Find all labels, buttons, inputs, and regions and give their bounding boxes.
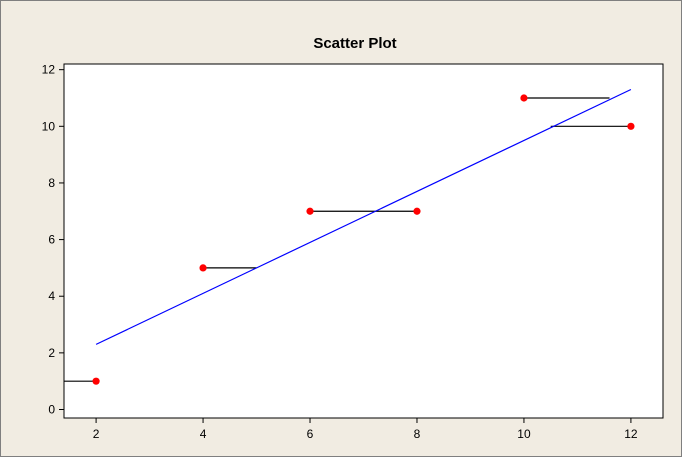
scatter-point	[413, 207, 421, 215]
residual-segments	[64, 97, 631, 382]
chart-title: Scatter Plot	[313, 35, 396, 52]
x-tick-label: 8	[414, 427, 421, 441]
scatter-point	[199, 264, 207, 272]
scatter-point	[306, 207, 314, 215]
x-tick-label: 12	[624, 427, 638, 441]
x-axis-ticks: 2 4 6 8 10 12	[93, 418, 638, 441]
x-tick-label: 4	[200, 427, 207, 441]
y-tick-label: 2	[48, 346, 55, 360]
scatter-point	[520, 94, 528, 102]
y-tick-label: 6	[48, 233, 55, 247]
x-tick-label: 6	[307, 427, 314, 441]
y-tick-label: 4	[48, 289, 55, 303]
x-tick-label: 2	[93, 427, 100, 441]
scatter-point	[627, 122, 635, 130]
y-tick-label: 10	[42, 119, 56, 133]
regression-line	[95, 88, 632, 345]
scatter-point	[92, 377, 100, 385]
y-axis-ticks: 0 2 4 6 8 10 12	[42, 63, 64, 417]
y-tick-label: 8	[48, 176, 55, 190]
y-tick-label: 0	[48, 403, 55, 417]
y-tick-label: 12	[42, 63, 56, 77]
plot-area	[63, 63, 664, 419]
data-points	[92, 94, 635, 385]
x-tick-label: 10	[517, 427, 531, 441]
